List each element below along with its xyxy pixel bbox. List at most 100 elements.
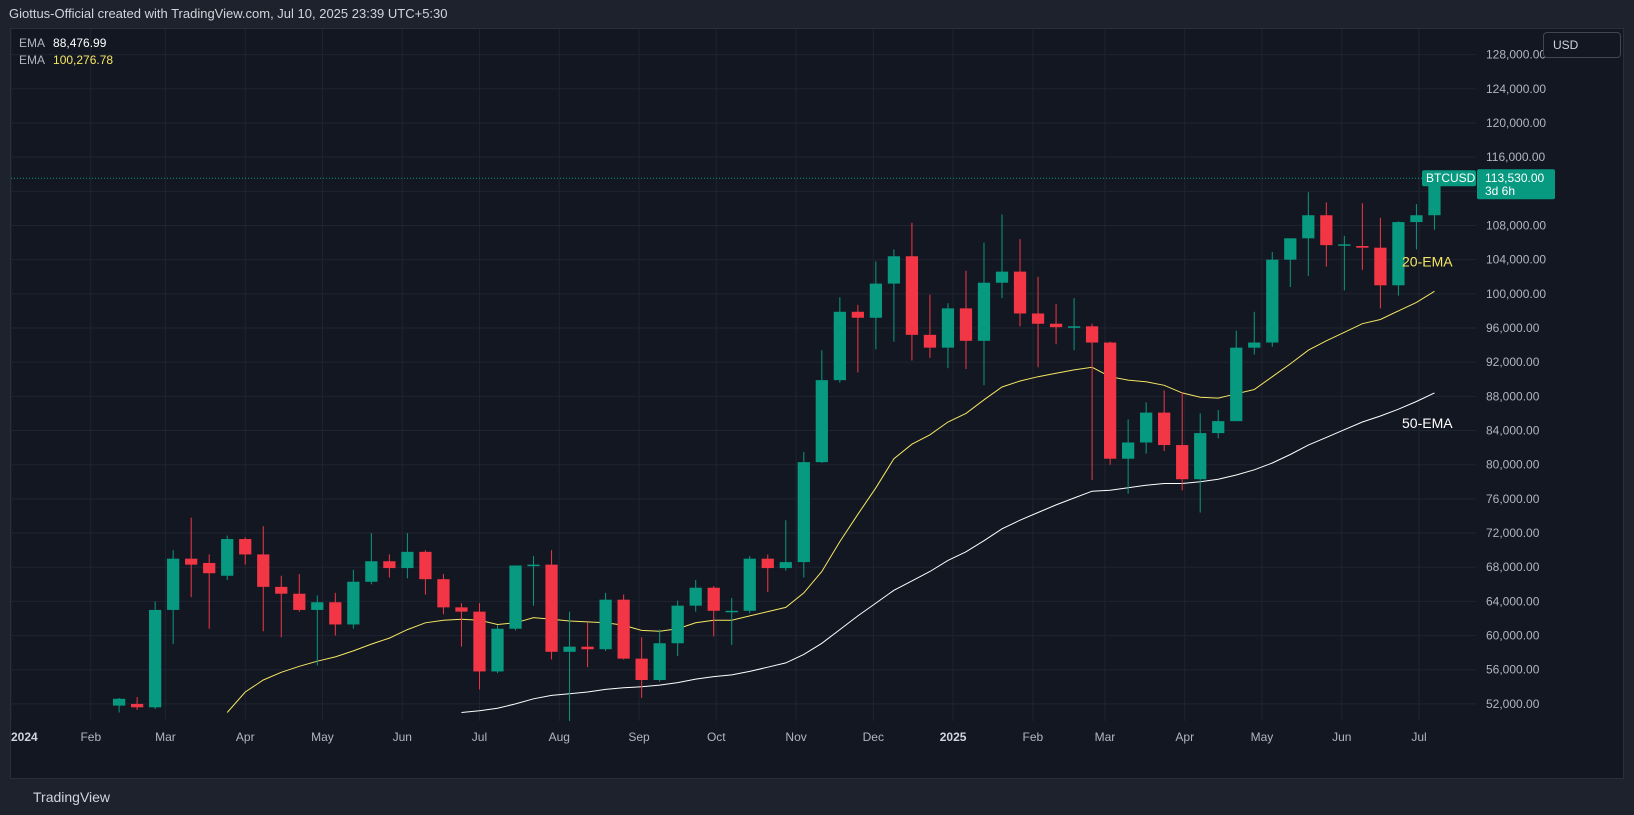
candle-body	[149, 609, 162, 708]
candlestick-chart[interactable]: 52,000.00 56,000.00 60,000.00 64,000.00 68,0…	[11, 29, 1623, 778]
candle-body	[455, 607, 468, 612]
candle-body	[419, 551, 432, 580]
candle-up	[779, 520, 792, 571]
candle-body	[203, 562, 216, 574]
price-tick-label: 120,000.00	[1486, 116, 1546, 130]
candle-body	[1122, 442, 1135, 459]
price-tick-label: 60,000.00	[1486, 629, 1540, 643]
candle-up	[221, 535, 234, 581]
candle-up	[1212, 410, 1225, 439]
candle-down	[923, 294, 937, 358]
candle-up	[1140, 402, 1153, 454]
candle-up	[112, 697, 126, 713]
candle-up	[365, 533, 378, 585]
legend-value: 100,276.78	[53, 53, 114, 67]
ema50-annotation: 50-EMA	[1402, 415, 1453, 431]
candle-up	[1067, 298, 1081, 351]
candle-up	[167, 550, 180, 645]
candle-body	[725, 610, 738, 613]
time-tick-label: Jun	[1332, 730, 1351, 744]
grid-lines	[11, 29, 1476, 721]
candle-up	[689, 580, 702, 612]
candle-down	[1356, 203, 1369, 270]
ema-series-line	[461, 392, 1435, 713]
candle-down	[455, 603, 468, 647]
candle-down	[257, 526, 270, 632]
legend-row-ema50[interactable]: EMA 88,476.99	[19, 35, 113, 52]
price-tick-label: 68,000.00	[1486, 560, 1540, 574]
time-tick-label: Mar	[155, 730, 176, 744]
candle-up	[833, 297, 846, 383]
candle-down	[329, 592, 342, 636]
candle-up	[653, 629, 666, 682]
candle-body	[869, 283, 883, 318]
candle-body	[1248, 342, 1261, 348]
price-tick-label: 108,000.00	[1486, 218, 1546, 232]
price-tag-value: 113,530.00	[1485, 171, 1544, 185]
legend-label: EMA	[19, 53, 46, 67]
candle-body	[905, 256, 919, 335]
time-tick-label: Jun	[393, 730, 412, 744]
currency-button[interactable]: USD	[1543, 32, 1621, 58]
price-axis[interactable]: 52,000.00 56,000.00 60,000.00 64,000.00 68,0…	[1486, 48, 1546, 711]
candle-down	[473, 603, 486, 690]
candle-body	[1013, 271, 1027, 314]
candle-down	[761, 554, 774, 592]
candle-body	[1266, 259, 1279, 343]
candle-body	[1320, 215, 1333, 246]
candle-up	[995, 214, 1009, 299]
candle-down	[1176, 392, 1189, 491]
candle-body	[617, 599, 630, 659]
time-tick-label: May	[1251, 730, 1274, 744]
legend-row-ema20[interactable]: EMA 100,276.78	[19, 52, 113, 69]
chart-header-title: Giottus-Official created with TradingVie…	[0, 0, 1634, 28]
candle-body	[1067, 326, 1081, 328]
candle-up	[797, 451, 810, 578]
legend-label: EMA	[19, 36, 46, 50]
candle-body	[221, 539, 234, 576]
candle-body	[995, 271, 1009, 283]
candles	[112, 175, 1441, 721]
candle-up	[815, 350, 828, 463]
candle-body	[527, 564, 540, 567]
price-tick-label: 64,000.00	[1486, 594, 1540, 608]
candle-body	[473, 611, 486, 672]
candle-down	[239, 537, 252, 565]
time-axis[interactable]: 2024 Feb Mar Apr May Jun Jul Aug Sep Oct Nov Dec 202…	[11, 730, 1427, 744]
price-tick-label: 124,000.00	[1486, 82, 1546, 96]
price-tick-label: 76,000.00	[1486, 492, 1540, 506]
price-tick-label: 80,000.00	[1486, 458, 1540, 472]
time-tick-label: Sep	[628, 730, 650, 744]
time-tick-label: Nov	[785, 730, 806, 744]
candle-up	[1284, 238, 1297, 288]
candle-up	[599, 592, 612, 651]
candle-body	[185, 558, 198, 565]
candle-up	[1248, 311, 1261, 355]
candle-body	[563, 646, 576, 652]
candle-body	[797, 462, 810, 563]
candle-body	[257, 554, 270, 587]
candle-body	[743, 558, 756, 611]
price-tag-background	[1477, 169, 1555, 200]
chart-frame[interactable]: 52,000.00 56,000.00 60,000.00 64,000.00 68,0…	[10, 28, 1624, 779]
time-tick-label: Dec	[863, 730, 884, 744]
candle-body	[1356, 245, 1369, 248]
candle-body	[131, 703, 144, 708]
candle-body	[1194, 433, 1207, 480]
candle-up	[1392, 221, 1405, 296]
candle-up	[149, 601, 162, 710]
candle-body	[545, 564, 558, 652]
time-tick-label: Aug	[549, 730, 570, 744]
candle-body	[851, 311, 864, 318]
candle-down	[851, 304, 864, 373]
candle-up	[311, 595, 324, 666]
time-tick-label: Feb	[1023, 730, 1044, 744]
candle-up	[1302, 192, 1315, 276]
candle-down	[203, 554, 216, 629]
ema-lines	[226, 290, 1435, 713]
time-tick-label: May	[311, 730, 334, 744]
ema20-annotation: 20-EMA	[1402, 254, 1453, 270]
symbol-tag-label: BTCUSD	[1426, 171, 1476, 185]
candle-down	[581, 622, 594, 668]
